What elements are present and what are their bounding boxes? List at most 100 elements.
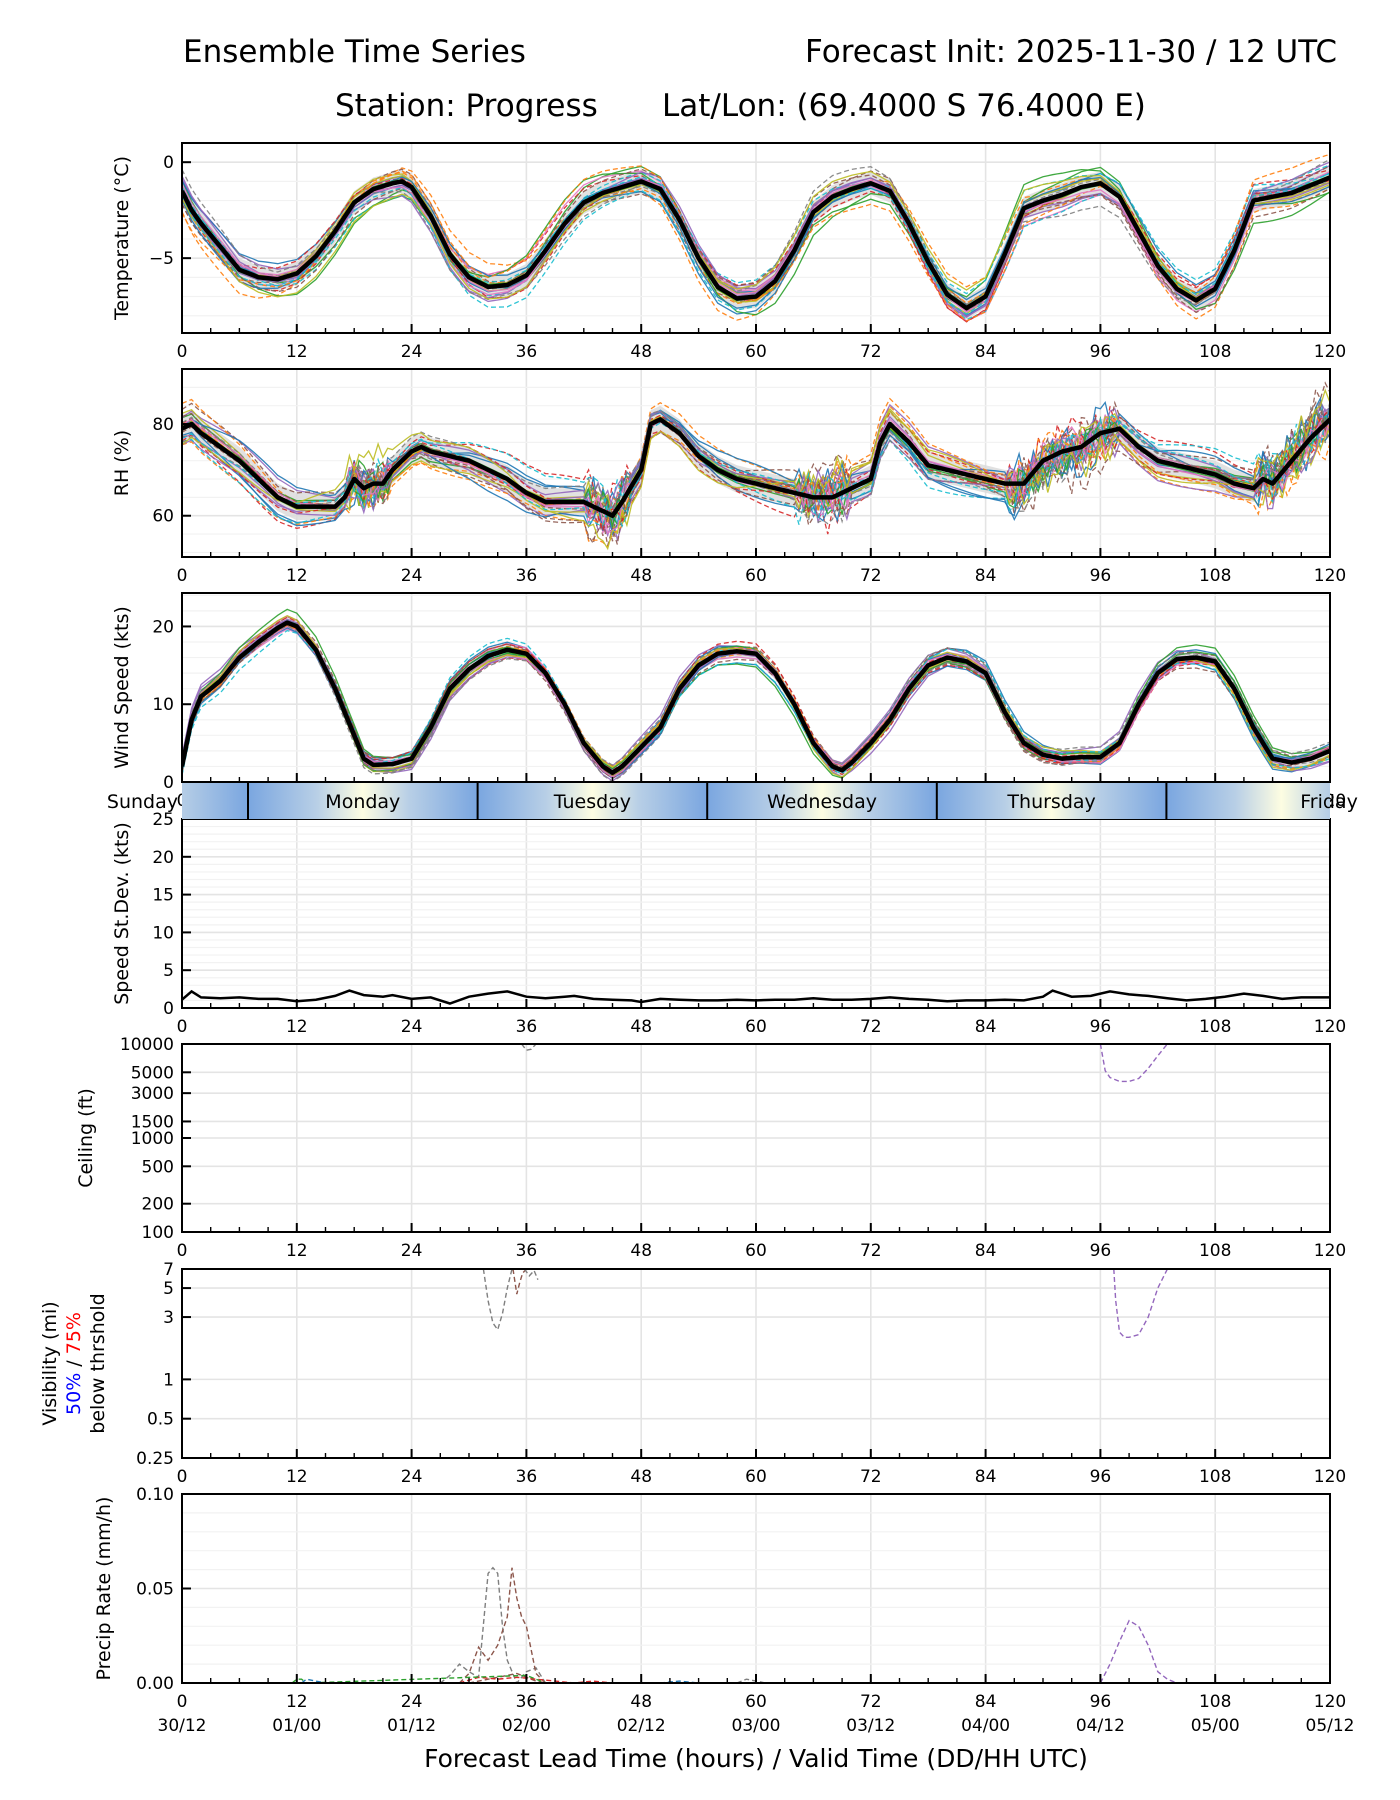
day-label-sunday: Sunday <box>107 791 178 813</box>
member-line <box>1099 1619 1178 1683</box>
x-tick-label: 96 <box>1090 1467 1112 1487</box>
panel-temperature: 0 −5 0 12 24 36 48 60 72 84 96 108 120 Temperature (°… <box>111 142 1346 362</box>
x-tick-label: 108 <box>1199 1017 1231 1037</box>
ensemble-mean-line <box>182 620 1330 775</box>
valid-time-label: 02/12 <box>617 1716 666 1736</box>
y-tick-label: 0.10 <box>136 1485 174 1505</box>
x-tick-label: 48 <box>630 1692 652 1712</box>
y-tick-label: 80 <box>152 415 174 435</box>
x-tick-label: 36 <box>516 1241 538 1261</box>
x-tick-label: 72 <box>860 1241 882 1261</box>
y-tick-label: 0 <box>163 999 174 1019</box>
x-tick-label: 96 <box>1090 1017 1112 1037</box>
ensemble-member-line <box>182 413 1330 528</box>
y-axis-label: RH (%) <box>111 430 133 496</box>
x-tick-label: 72 <box>860 1017 882 1037</box>
ensemble-member-line <box>182 405 1330 525</box>
plot-area <box>182 989 1330 1005</box>
member-line <box>459 1676 613 1683</box>
latlon-label: Lat/Lon: (69.4000 S 76.4000 E) <box>662 88 1146 124</box>
x-tick-label: 12 <box>286 1241 308 1261</box>
threshold-75-label: 75% <box>63 1312 85 1354</box>
x-tick-label: 0 <box>177 1692 188 1712</box>
plot-area <box>182 153 1330 323</box>
x-tick-label: 60 <box>745 1241 767 1261</box>
x-tick-label: 48 <box>630 566 652 586</box>
member-line <box>512 1269 527 1295</box>
panel-visibility: 75 3 1 0.5 0.250 12 24 36 48 60 72 84 96 108 120 Visibi… <box>39 1260 1346 1487</box>
panel-speed_stddev: 25 20 15 10 5 00 12 24 36 48 60 72 84 96 108 120 Speed S… <box>111 810 1346 1037</box>
member-line <box>458 1567 546 1683</box>
x-tick-label: 84 <box>975 1241 997 1261</box>
ensemble-member-line <box>182 401 1330 527</box>
x-tick-label: 72 <box>860 1692 882 1712</box>
x-tick-label: 12 <box>286 342 308 362</box>
x-tick-label: 24 <box>401 566 423 586</box>
valid-time-label: 03/12 <box>846 1716 895 1736</box>
y-tick-label: 7 <box>163 1260 174 1280</box>
x-tick-label: 24 <box>401 1017 423 1037</box>
x-tick-label: 108 <box>1199 1467 1231 1487</box>
ensemble-member-line <box>182 625 1330 775</box>
y-tick-label: 0.25 <box>136 1449 174 1469</box>
member-line <box>482 1269 513 1332</box>
y-tick-label: 10 <box>152 923 174 943</box>
y-tick-label: 500 <box>142 1157 174 1177</box>
y-tick-label: 1500 <box>131 1112 174 1132</box>
ensemble-member-line <box>182 388 1330 551</box>
ensemble-mean-line <box>182 417 1330 518</box>
y-tick-label: 0.00 <box>136 1674 174 1694</box>
y-tick-label: 1 <box>163 1370 174 1390</box>
ensemble-member-line <box>182 397 1330 548</box>
x-tick-label: 60 <box>745 342 767 362</box>
x-tick-label: 120 <box>1314 1241 1346 1261</box>
y-axis-label: Temperature (°C) <box>111 156 133 321</box>
plot-area <box>521 1044 1168 1083</box>
y-tick-label: 10000 <box>120 1035 174 1055</box>
x-tick-label: 36 <box>516 566 538 586</box>
valid-time-label: 05/12 <box>1306 1716 1355 1736</box>
x-tick-label: 108 <box>1199 1692 1231 1712</box>
y-tick-label: 5 <box>163 1279 174 1299</box>
day-band-segment <box>1166 783 1330 819</box>
valid-time-label: 04/12 <box>1076 1716 1125 1736</box>
day-band-segment <box>248 783 478 819</box>
ensemble-member-line <box>182 172 1330 311</box>
y-axis-label: Speed St.Dev. (kts) <box>111 822 133 1005</box>
day-band: Sunday Monday Tuesday Wednesday Thursday Frid… <box>107 783 1358 819</box>
x-tick-label: 0 <box>177 342 188 362</box>
x-tick-label: 84 <box>975 1017 997 1037</box>
station-label: Station: Progress <box>335 88 598 124</box>
x-tick-label: 84 <box>975 342 997 362</box>
x-tick-label: 72 <box>860 1467 882 1487</box>
valid-time-label: 02/00 <box>502 1716 551 1736</box>
x-tick-label: 108 <box>1199 566 1231 586</box>
x-tick-label: 48 <box>630 1017 652 1037</box>
x-tick-label: 120 <box>1314 1467 1346 1487</box>
y-tick-label: 0.5 <box>147 1410 174 1430</box>
valid-time-label: 05/00 <box>1191 1716 1240 1736</box>
y-tick-label: −5 <box>149 249 174 269</box>
x-tick-label: 96 <box>1090 1241 1112 1261</box>
y-tick-label: 1000 <box>131 1129 174 1149</box>
member-line <box>291 1674 546 1683</box>
title-right: Forecast Init: 2025-11-30 / 12 UTC <box>805 34 1337 70</box>
day-label-tuesday: Tuesday <box>553 791 631 813</box>
member-line <box>1099 1044 1168 1083</box>
plot-area <box>182 608 1330 782</box>
title-left: Ensemble Time Series <box>183 34 526 70</box>
x-tick-label: 12 <box>286 1017 308 1037</box>
y-tick-label: 25 <box>152 810 174 830</box>
y-axis-label: Ceiling (ft) <box>75 1088 97 1188</box>
y-tick-label: 0 <box>163 153 174 173</box>
member-line <box>301 1678 699 1683</box>
y-axis-sublabel: below thrshold <box>87 1293 109 1433</box>
x-tick-label: 60 <box>745 1692 767 1712</box>
y-tick-label: 10 <box>152 695 174 715</box>
x-tick-label: 36 <box>516 1017 538 1037</box>
x-tick-label: 24 <box>401 342 423 362</box>
ensemble-member-line <box>182 624 1330 773</box>
x-tick-label: 84 <box>975 566 997 586</box>
day-band-segment <box>936 783 1167 819</box>
